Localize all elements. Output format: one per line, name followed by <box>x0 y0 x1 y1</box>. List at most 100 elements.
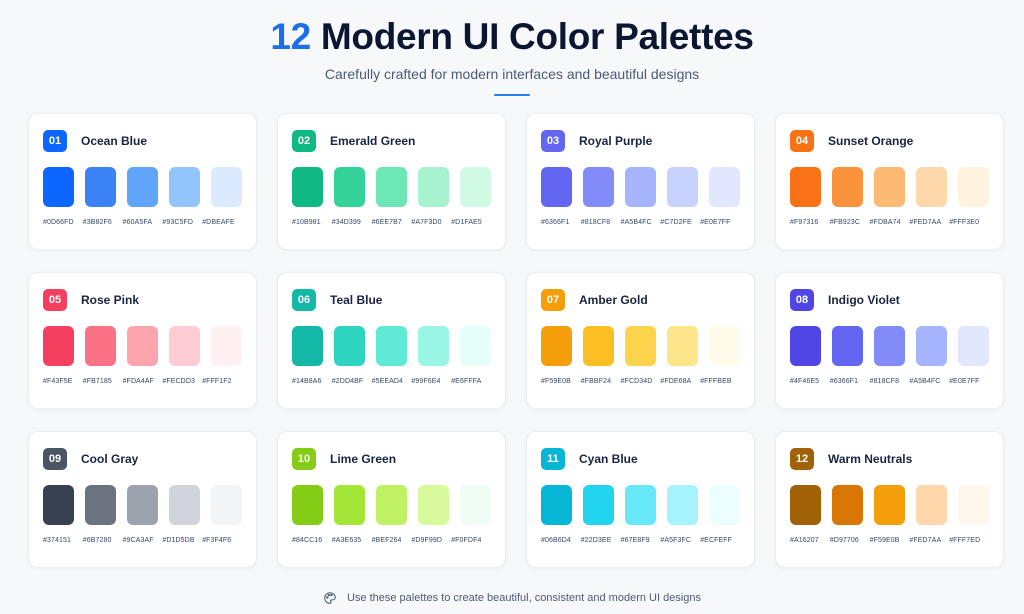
color-swatch[interactable] <box>460 485 491 525</box>
palette-card: 07 Amber Gold #F59E0B #FBBF24 #FCD34D #FDE68A… <box>526 272 755 409</box>
palette-name: Teal Blue <box>330 293 383 307</box>
palette-card: 11 Cyan Blue #06B6D4 #22D3EE #67E8F9 #A5F3FC #… <box>526 431 755 568</box>
color-swatch[interactable] <box>916 485 947 525</box>
color-swatch[interactable] <box>541 485 572 525</box>
color-swatch[interactable] <box>418 326 449 366</box>
color-swatch[interactable] <box>916 167 947 207</box>
color-swatch[interactable] <box>709 485 740 525</box>
color-swatch[interactable] <box>85 167 116 207</box>
palette-name: Sunset Orange <box>828 134 914 148</box>
color-swatch[interactable] <box>292 326 323 366</box>
color-swatch[interactable] <box>541 167 572 207</box>
hex-code-label: #A5B4FC <box>620 219 652 226</box>
color-swatch[interactable] <box>211 167 242 207</box>
hex-code-label: #FFF3E0 <box>949 219 980 226</box>
palette-number-badge: 08 <box>790 289 814 311</box>
color-swatch[interactable] <box>211 326 242 366</box>
color-swatch[interactable] <box>376 326 407 366</box>
color-swatch[interactable] <box>334 167 365 207</box>
color-swatch[interactable] <box>790 167 821 207</box>
color-swatch[interactable] <box>832 326 863 366</box>
color-swatch[interactable] <box>958 485 989 525</box>
palette-card-header: 05 Rose Pink <box>43 289 242 311</box>
color-swatch[interactable] <box>85 326 116 366</box>
hex-code-label: #A5F3FC <box>660 537 692 544</box>
color-swatch[interactable] <box>958 167 989 207</box>
footer-text: Use these palettes to create beautiful, … <box>346 592 702 604</box>
palette-number-badge: 03 <box>541 130 565 152</box>
color-swatch[interactable] <box>127 167 158 207</box>
swatch-row <box>790 326 989 366</box>
palette-card-header: 06 Teal Blue <box>292 289 491 311</box>
color-swatch[interactable] <box>874 167 905 207</box>
swatch-row <box>292 485 491 525</box>
hex-code-label: #9CA3AF <box>122 537 154 544</box>
swatch-row <box>541 167 740 207</box>
color-swatch[interactable] <box>790 485 821 525</box>
color-swatch[interactable] <box>790 326 821 366</box>
palette-card: 04 Sunset Orange #F97316 #FB923C #FDBA74 #FED… <box>775 113 1004 250</box>
color-swatch[interactable] <box>916 326 947 366</box>
color-swatch[interactable] <box>709 167 740 207</box>
color-swatch[interactable] <box>583 485 614 525</box>
swatch-row <box>43 326 242 366</box>
color-swatch[interactable] <box>43 485 74 525</box>
color-swatch[interactable] <box>334 326 365 366</box>
color-swatch[interactable] <box>43 167 74 207</box>
color-swatch[interactable] <box>169 167 200 207</box>
color-swatch[interactable] <box>832 485 863 525</box>
hex-code-row: #10B981 #34D399 #6EE7B7 #A7F3D0 #D1FAE5 <box>292 219 491 226</box>
color-swatch[interactable] <box>211 485 242 525</box>
color-swatch[interactable] <box>583 167 614 207</box>
color-swatch[interactable] <box>583 326 614 366</box>
hex-code-label: #FED7AA <box>909 537 942 544</box>
color-swatch[interactable] <box>334 485 365 525</box>
color-swatch[interactable] <box>460 326 491 366</box>
color-swatch[interactable] <box>127 326 158 366</box>
palette-icon <box>324 592 336 604</box>
color-swatch[interactable] <box>376 485 407 525</box>
hex-code-label: #A3E635 <box>331 537 362 544</box>
color-swatch[interactable] <box>376 167 407 207</box>
color-swatch[interactable] <box>169 326 200 366</box>
color-swatch[interactable] <box>874 485 905 525</box>
color-swatch[interactable] <box>127 485 158 525</box>
color-swatch[interactable] <box>625 167 656 207</box>
color-swatch[interactable] <box>43 326 74 366</box>
swatch-row <box>790 167 989 207</box>
hex-code-label: #F59E0B <box>541 378 571 385</box>
color-swatch[interactable] <box>874 326 905 366</box>
swatch-row <box>292 326 491 366</box>
color-swatch[interactable] <box>292 167 323 207</box>
hex-code-label: #C7D2FE <box>660 219 692 226</box>
color-swatch[interactable] <box>667 326 698 366</box>
hex-code-label: #4F46E5 <box>790 378 820 385</box>
palette-number-badge: 02 <box>292 130 316 152</box>
palette-name: Rose Pink <box>81 293 140 307</box>
palette-card-header: 02 Emerald Green <box>292 130 491 152</box>
color-swatch[interactable] <box>418 167 449 207</box>
color-swatch[interactable] <box>709 326 740 366</box>
palette-number-badge: 07 <box>541 289 565 311</box>
hex-code-label: #D1D5DB <box>162 537 195 544</box>
hex-code-label: #F3F4F6 <box>202 537 232 544</box>
color-swatch[interactable] <box>832 167 863 207</box>
color-swatch[interactable] <box>625 485 656 525</box>
hex-code-label: #E0E7FF <box>700 219 731 226</box>
color-swatch[interactable] <box>460 167 491 207</box>
color-swatch[interactable] <box>667 485 698 525</box>
color-swatch[interactable] <box>958 326 989 366</box>
color-swatch[interactable] <box>667 167 698 207</box>
hex-code-label: #22D3EE <box>580 537 612 544</box>
hex-code-label: #99F6E4 <box>411 378 441 385</box>
color-swatch[interactable] <box>625 326 656 366</box>
hex-code-label: #3B82F6 <box>82 219 112 226</box>
color-swatch[interactable] <box>169 485 200 525</box>
hex-code-row: #06B6D4 #22D3EE #67E8F9 #A5F3FC #ECFEFF <box>541 537 740 544</box>
color-swatch[interactable] <box>541 326 572 366</box>
color-swatch[interactable] <box>292 485 323 525</box>
color-swatch[interactable] <box>418 485 449 525</box>
page-header: 12 Modern UI Color Palettes Carefully cr… <box>0 0 1024 96</box>
color-swatch[interactable] <box>85 485 116 525</box>
hex-code-row: #374151 #6B7280 #9CA3AF #D1D5DB #F3F4F6 <box>43 537 242 544</box>
